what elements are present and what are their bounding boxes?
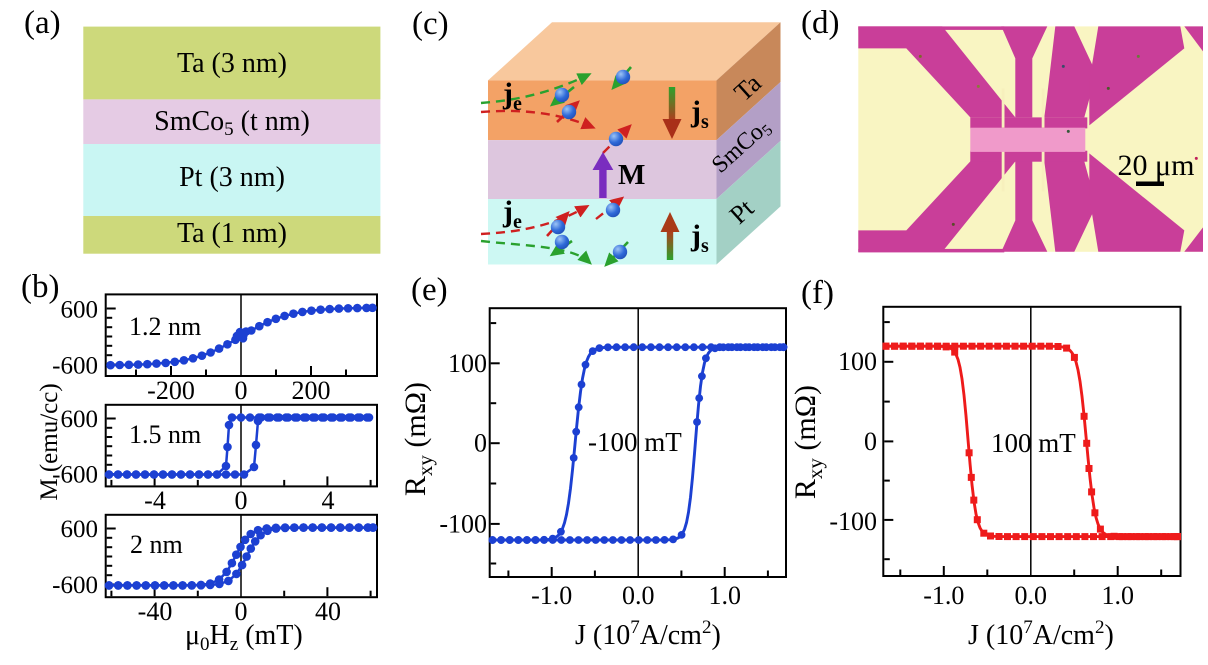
svg-text:100: 100 [448, 349, 487, 378]
svg-text:Rxy (mΩ): Rxy (mΩ) [399, 382, 437, 496]
svg-text:0: 0 [864, 427, 877, 456]
svg-text:-4: -4 [144, 486, 166, 515]
svg-text:200: 200 [292, 376, 331, 405]
svg-text:100: 100 [838, 347, 877, 376]
svg-text:Ta (3 nm): Ta (3 nm) [177, 48, 287, 79]
svg-text:-1.0: -1.0 [923, 581, 964, 610]
svg-text:-100: -100 [829, 507, 877, 536]
svg-text:100 mT: 100 mT [991, 428, 1076, 458]
svg-text:M: M [618, 159, 645, 191]
svg-text:-600: -600 [52, 353, 98, 380]
svg-text:-100: -100 [439, 509, 487, 538]
svg-text:1.0: 1.0 [708, 581, 741, 610]
svg-text:J (107A/cm2): J (107A/cm2) [968, 617, 1114, 651]
svg-text:(d): (d) [801, 5, 839, 41]
svg-text:4: 4 [322, 486, 335, 515]
svg-text:-40: -40 [138, 597, 173, 626]
svg-text:0: 0 [235, 376, 248, 405]
svg-text:(f): (f) [801, 275, 834, 311]
svg-text:600: 600 [61, 406, 99, 433]
svg-text:600: 600 [61, 297, 99, 324]
svg-text:Pt (3 nm): Pt (3 nm) [179, 162, 285, 193]
svg-text:2 nm: 2 nm [130, 530, 183, 559]
svg-text:600: 600 [61, 516, 99, 543]
svg-text:20 μm: 20 μm [1118, 149, 1195, 182]
svg-text:M (emu/cc): M (emu/cc) [36, 383, 63, 500]
svg-text:-200: -200 [147, 376, 195, 405]
svg-text:-600: -600 [52, 572, 98, 599]
svg-text:0.0: 0.0 [622, 581, 655, 610]
svg-text:(e): (e) [411, 272, 448, 308]
svg-text:40: 40 [315, 597, 341, 626]
svg-text:1.5 nm: 1.5 nm [129, 420, 201, 449]
svg-text:(b): (b) [21, 269, 59, 305]
svg-text:0: 0 [235, 486, 248, 515]
svg-text:Rxy (mΩ): Rxy (mΩ) [789, 385, 827, 499]
svg-text:0.0: 0.0 [1015, 581, 1048, 610]
svg-text:J (107A/cm2): J (107A/cm2) [575, 617, 721, 651]
svg-text:0: 0 [474, 429, 487, 458]
svg-text:(a): (a) [24, 5, 61, 41]
svg-text:1.0: 1.0 [1101, 581, 1134, 610]
svg-text:-100 mT: -100 mT [588, 427, 682, 457]
svg-text:-600: -600 [52, 462, 98, 489]
svg-text:-1.0: -1.0 [531, 581, 572, 610]
svg-text:Ta (1 nm): Ta (1 nm) [177, 218, 287, 249]
svg-text:0: 0 [235, 597, 248, 626]
svg-text:1.2 nm: 1.2 nm [129, 312, 201, 341]
svg-text:(c): (c) [412, 6, 449, 42]
